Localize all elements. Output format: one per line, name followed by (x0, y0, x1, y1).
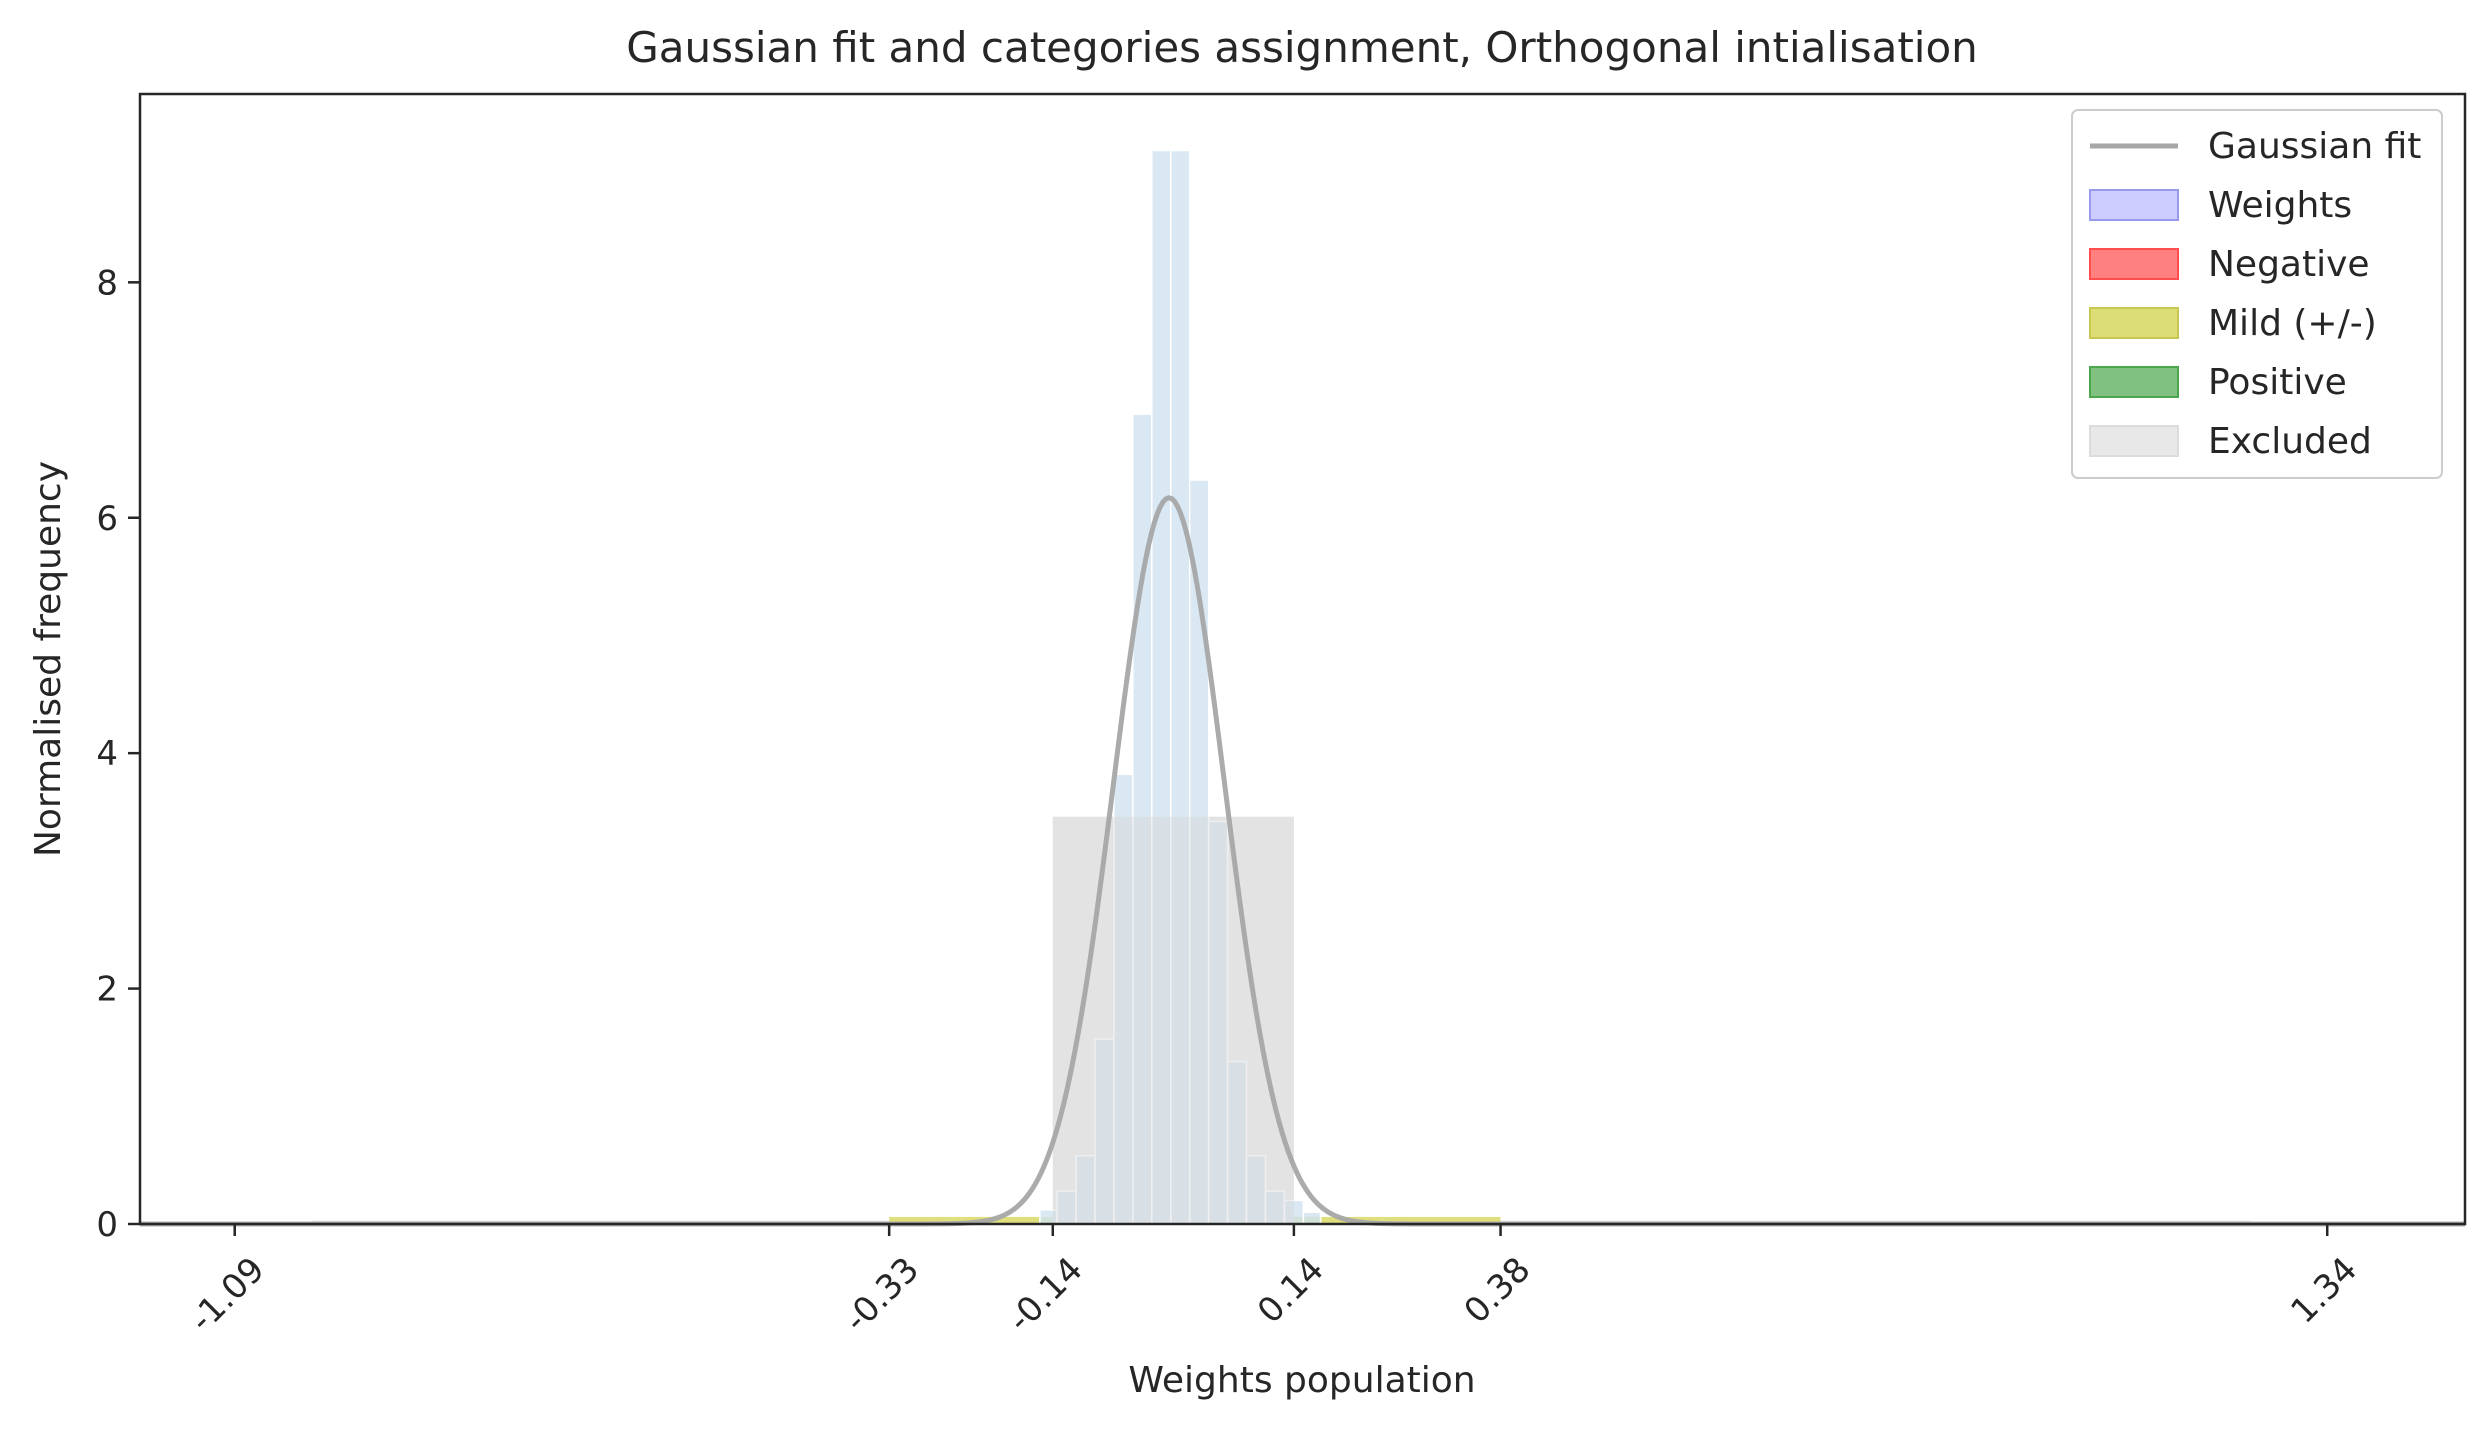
y-tick-label: 4 (96, 734, 118, 774)
legend: Gaussian fit Weights Negative Mild (+/-) Pos… (2071, 109, 2443, 479)
legend-items: Gaussian fit Weights Negative Mild (+/-) Pos… (2089, 126, 2421, 462)
legend-label-weights: Weights (2208, 185, 2352, 226)
y-tick-label: 8 (96, 263, 118, 303)
y-tick-label: 2 (96, 970, 118, 1010)
plot-area (140, 149, 2465, 1227)
y-axis-ticks: 0 2 4 6 8 (96, 263, 140, 1245)
histogram-bar (1302, 1211, 1322, 1225)
x-axis-label: Weights population (1128, 1360, 1475, 1401)
legend-label-excluded: Excluded (2208, 421, 2372, 462)
mild-segment-1 (1293, 1216, 1501, 1224)
legend-swatch-positive (2089, 366, 2179, 398)
legend-label-mild: Mild (+/-) (2208, 303, 2377, 344)
legend-label-positive: Positive (2208, 362, 2347, 403)
axes-frame (138, 92, 2467, 1226)
axes (138, 92, 2467, 1226)
legend-label-negative: Negative (2208, 244, 2370, 285)
y-tick-label: 6 (96, 499, 118, 539)
legend-swatch-negative (2089, 248, 2179, 280)
legend-swatch-excluded (2089, 425, 2179, 457)
legend-swatch-weights (2089, 189, 2179, 221)
y-tick-label: 0 (96, 1205, 118, 1245)
legend-swatch-mild (2089, 307, 2179, 339)
excluded-overlay (1052, 816, 1294, 1224)
legend-label-gaussian-fit: Gaussian fit (2208, 126, 2421, 167)
y-axis-label: Normalised frequency (28, 461, 69, 857)
chart-title: Gaussian fit and categories assignment, … (626, 23, 1978, 72)
